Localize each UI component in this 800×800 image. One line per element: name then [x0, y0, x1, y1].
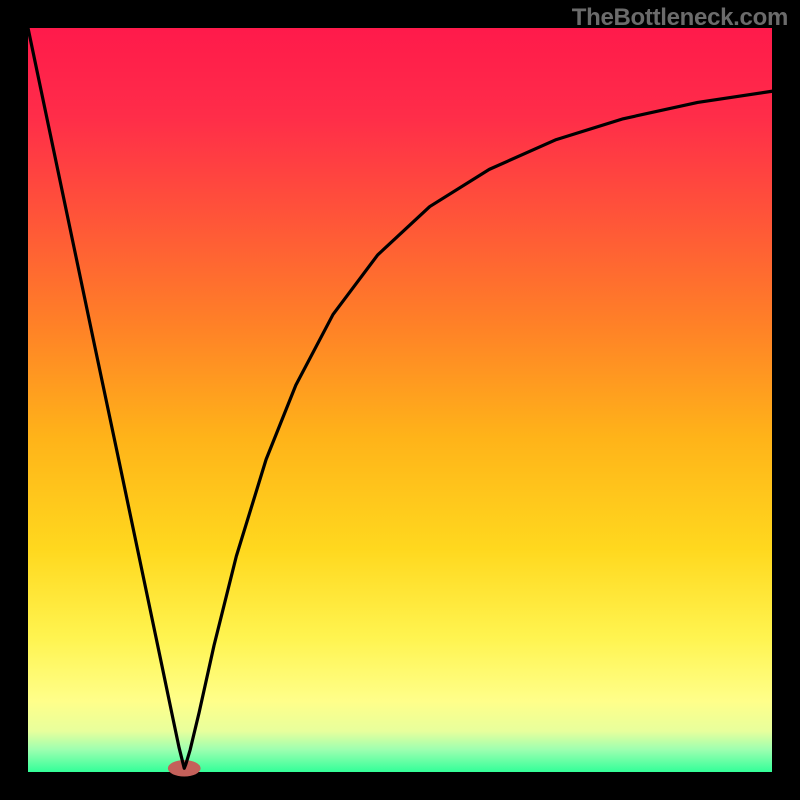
chart-svg [0, 0, 800, 800]
bottleneck-chart: TheBottleneck.com [0, 0, 800, 800]
chart-background [28, 28, 772, 772]
watermark-text: TheBottleneck.com [572, 4, 788, 32]
